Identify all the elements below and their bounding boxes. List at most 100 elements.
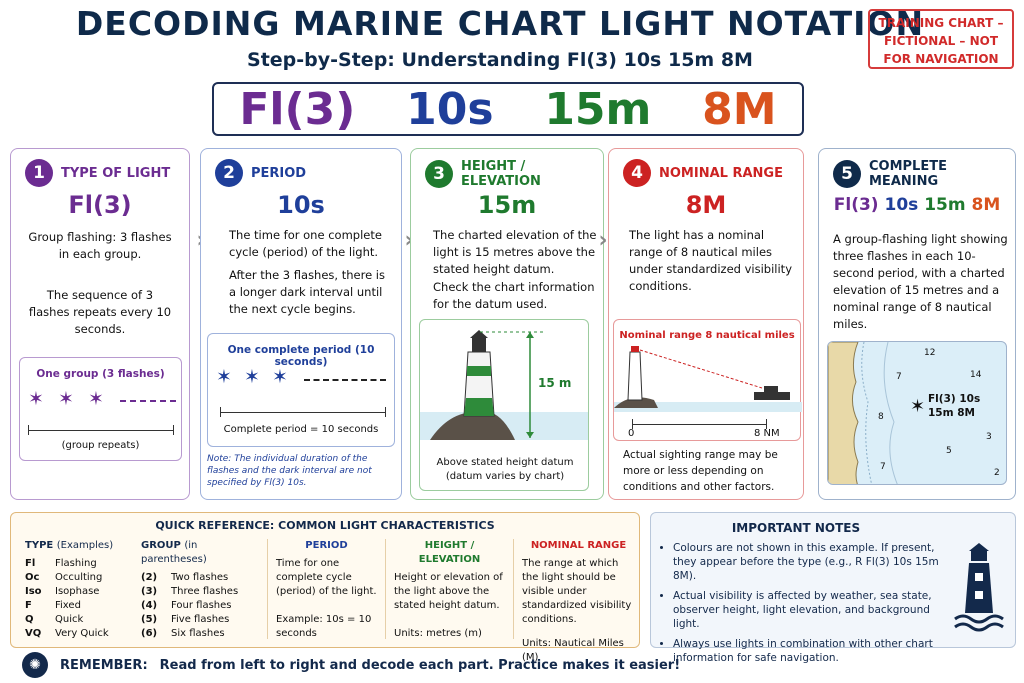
note-item: Actual visibility is affected by weather…: [673, 589, 943, 631]
code: Oc: [25, 572, 40, 583]
flash-star-icon: ✶: [28, 388, 44, 410]
page-subtitle: Step-by-Step: Understanding Fl(3) 10s 15…: [247, 49, 753, 71]
dark-interval-line: [304, 379, 386, 381]
warning-badge: TRAINING CHART – FICTIONAL – NOT FOR NAV…: [868, 9, 1014, 69]
timeline: [220, 412, 386, 413]
depth-sounding: 2: [994, 468, 1000, 478]
code: (2): [141, 572, 158, 583]
code: Q: [25, 614, 34, 625]
meaning: Five flashes: [171, 614, 230, 625]
diagram-caption: Complete period = 10 seconds: [223, 424, 379, 435]
range-diagram: Nominal range 8 nautical miles 0 8 NM: [613, 319, 802, 441]
lighthouse-icon: [954, 543, 1004, 632]
step-text: The light has a nominal range of 8 nauti…: [629, 228, 792, 293]
step-text: Group flashing: 3 flashes in each group.: [28, 230, 172, 261]
step-number-5: 5: [833, 160, 861, 188]
meaning: Quick: [55, 614, 84, 625]
flash-star-icon: ✶: [58, 388, 74, 410]
step-value: 15m: [477, 191, 537, 219]
step-number-4: 4: [623, 159, 651, 187]
step-period-card: 2 PERIOD 10s The time for one complete cy…: [200, 148, 402, 500]
list-item: Q Quick: [25, 613, 135, 627]
step-value: 10s: [277, 191, 325, 219]
step-text: The time for one complete cycle (period)…: [229, 228, 382, 259]
height-diagram: 15 m Above stated height datum (datum va…: [419, 319, 589, 491]
coastline-map: [828, 342, 898, 484]
step-text: A group-flashing light showing three fla…: [833, 232, 1008, 331]
step-text: The sequence of 3 flashes repeats every …: [28, 288, 172, 336]
chevron-right-icon: ›: [598, 228, 608, 253]
quickref-group-column: GROUP (in parentheses) (2) Two flashes (3)…: [141, 539, 257, 641]
code: Fl: [25, 558, 36, 569]
height-label: 15 m: [538, 376, 572, 390]
depth-sounding: 12: [924, 348, 936, 358]
meaning: Occulting: [55, 572, 103, 583]
meaning: Two flashes: [171, 572, 229, 583]
period-note: Note: The individual duration of the fla…: [207, 454, 372, 488]
notation-range: 8M: [702, 83, 777, 135]
scale-line: [632, 424, 766, 425]
diagram-caption: Above stated height datum (datum varies …: [436, 457, 574, 482]
depth-sounding: 7: [896, 372, 902, 382]
quick-reference-panel: QUICK REFERENCE: COMMON LIGHT CHARACTERI…: [10, 512, 640, 663]
period-diagram: One complete period (10 seconds) ✶ ✶ ✶ C…: [207, 333, 395, 447]
step-range-card: 4 NOMINAL RANGE 8M The light has a nomina…: [608, 148, 804, 500]
flash-star-icon: ✶: [88, 388, 104, 410]
remember-bar: ✺ REMEMBER: Read from left to right and …: [10, 650, 1014, 680]
list-item: (3) Three flashes: [141, 585, 257, 599]
flash-star-icon: ✶: [272, 366, 288, 388]
page-title: DECODING MARINE CHART LIGHT NOTATION: [75, 4, 925, 43]
list-item: Iso Isophase: [25, 585, 135, 599]
lighthouse-icon: [420, 330, 588, 440]
step-number-1: 1: [25, 159, 53, 187]
step-meaning-card: 5 COMPLETE MEANING Fl(3) 10s 15m 8M A gro…: [818, 148, 1016, 500]
type-list: Fl Flashing Oc Occulting Iso Isophase F Fixed Q Q…: [25, 557, 135, 641]
meaning: Isophase: [55, 586, 100, 597]
group-list: (2) Two flashes (3) Three flashes (4) Four fl…: [141, 571, 257, 641]
quickref-type-column: TYPE (Examples) Fl Flashing Oc Occulting Iso…: [25, 539, 135, 641]
step-value: 8M: [685, 191, 727, 219]
code: F: [25, 600, 32, 611]
timeline: [28, 430, 174, 431]
code: (3): [141, 586, 158, 597]
list-item: (4) Four flashes: [141, 599, 257, 613]
scale-start: 0: [628, 428, 635, 439]
depth-sounding: 5: [946, 446, 952, 456]
note-item: Always use lights in combination with ot…: [673, 637, 943, 665]
meaning: Fixed: [55, 600, 81, 611]
lightbulb-icon: ✺: [22, 652, 48, 678]
list-item: (5) Five flashes: [141, 613, 257, 627]
step-title: TYPE OF LIGHT: [61, 165, 171, 181]
step-type-card: 1 TYPE OF LIGHT Fl(3) Group flashing: 3 f…: [10, 148, 190, 500]
code: VQ: [25, 628, 42, 639]
notes-title: IMPORTANT NOTES: [731, 521, 861, 535]
depth-sounding: 8: [878, 412, 884, 422]
step-number-3: 3: [425, 160, 453, 188]
step-title: HEIGHT / ELEVATION: [461, 159, 541, 189]
list-item: (2) Two flashes: [141, 571, 257, 585]
notation-period: 10s: [406, 83, 494, 135]
meaning: Six flashes: [171, 628, 225, 639]
meaning: Three flashes: [171, 586, 239, 597]
light-symbol-icon: ✶: [910, 396, 926, 417]
diagram-caption: (group repeats): [61, 440, 140, 451]
diagram-title: Nominal range 8 nautical miles: [619, 330, 795, 341]
important-notes-panel: IMPORTANT NOTES Colours are not shown in…: [650, 512, 1016, 664]
step-height-card: 3 HEIGHT / ELEVATION 15m The charted elev…: [410, 148, 604, 500]
step-value: Fl(3): [68, 191, 132, 219]
step-text: The charted elevation of the light is 15…: [433, 228, 597, 276]
code: Iso: [25, 586, 42, 597]
step-text: After the 3 flashes, there is a longer d…: [229, 268, 385, 316]
step-text: Check the chart information for the datu…: [433, 280, 595, 311]
meaning: Very Quick: [55, 628, 109, 639]
chart-excerpt: 12 14 7 8 3 5 2 7 ✶ Fl(3) 10s 15m 8M: [827, 341, 1007, 485]
chevron-right-icon: ›: [404, 228, 414, 253]
quickref-period-column: PERIOD Time for one complete cycle (peri…: [267, 539, 377, 639]
diagram-title: One group (3 flashes): [36, 368, 165, 380]
quickref-height-column: HEIGHT / ELEVATION Height or elevation o…: [385, 539, 505, 639]
remember-text: Read from left to right and decode each …: [159, 657, 681, 673]
diagram-title: One complete period (10 seconds): [227, 344, 375, 368]
list-item: Oc Occulting: [25, 571, 135, 585]
code: (4): [141, 600, 158, 611]
list-item: (6) Six flashes: [141, 627, 257, 641]
